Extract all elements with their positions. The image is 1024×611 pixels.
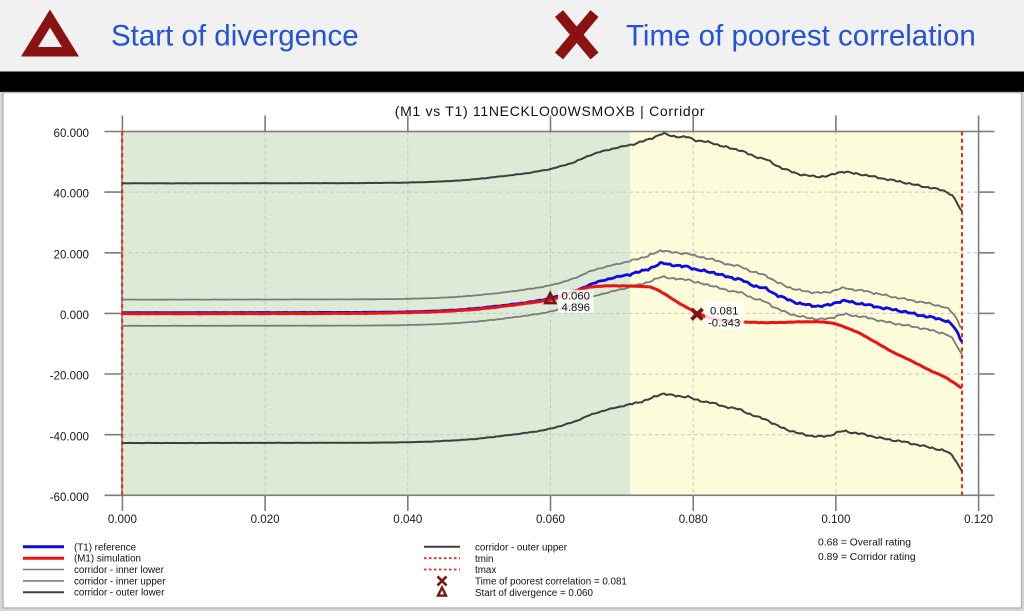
svg-text:-0.343: -0.343 (708, 317, 740, 329)
svg-text:0.060: 0.060 (562, 291, 591, 303)
svg-text:(M1 vs T1) 11NECKLO00WSMOXB |: (M1 vs T1) 11NECKLO00WSMOXB | Corridor (395, 103, 706, 119)
svg-text:60.000: 60.000 (54, 127, 89, 140)
svg-text:Start of divergence = 0.060: Start of divergence = 0.060 (475, 588, 593, 599)
svg-text:40.000: 40.000 (54, 188, 89, 201)
svg-text:20.000: 20.000 (54, 248, 89, 261)
svg-text:0.080: 0.080 (679, 513, 708, 526)
svg-text:0.100: 0.100 (821, 513, 850, 526)
svg-text:Time of poorest correlation =: Time of poorest correlation = 0.081 (475, 577, 627, 588)
svg-text:corridor - inner upper: corridor - inner upper (74, 576, 166, 587)
svg-text:corridor - outer lower: corridor - outer lower (74, 588, 165, 599)
svg-text:0.040: 0.040 (393, 513, 422, 526)
svg-text:0.120: 0.120 (964, 513, 993, 526)
svg-text:-60.000: -60.000 (50, 491, 89, 504)
svg-text:tmin: tmin (475, 554, 494, 565)
svg-text:(M1) simulation: (M1) simulation (74, 554, 141, 565)
svg-text:corridor - outer upper: corridor - outer upper (475, 542, 568, 553)
svg-text:0.68 = Overall rating: 0.68 = Overall rating (818, 538, 911, 549)
svg-text:0.020: 0.020 (251, 513, 280, 526)
svg-text:(T1) reference: (T1) reference (74, 542, 137, 553)
svg-text:-40.000: -40.000 (50, 430, 89, 443)
svg-text:0.081: 0.081 (710, 306, 739, 318)
svg-text:0.000: 0.000 (108, 513, 137, 526)
svg-text:Start of divergence: Start of divergence (111, 20, 359, 53)
svg-text:corridor - inner lower: corridor - inner lower (74, 565, 165, 576)
svg-text:tmax: tmax (475, 565, 496, 576)
svg-text:0.89 = Corridor rating: 0.89 = Corridor rating (818, 552, 916, 563)
svg-text:4.896: 4.896 (562, 302, 591, 314)
svg-text:-20.000: -20.000 (50, 370, 89, 383)
svg-text:0.060: 0.060 (536, 513, 565, 526)
svg-text:Time of poorest correlation: Time of poorest correlation (626, 20, 976, 53)
svg-text:0.000: 0.000 (60, 309, 89, 322)
